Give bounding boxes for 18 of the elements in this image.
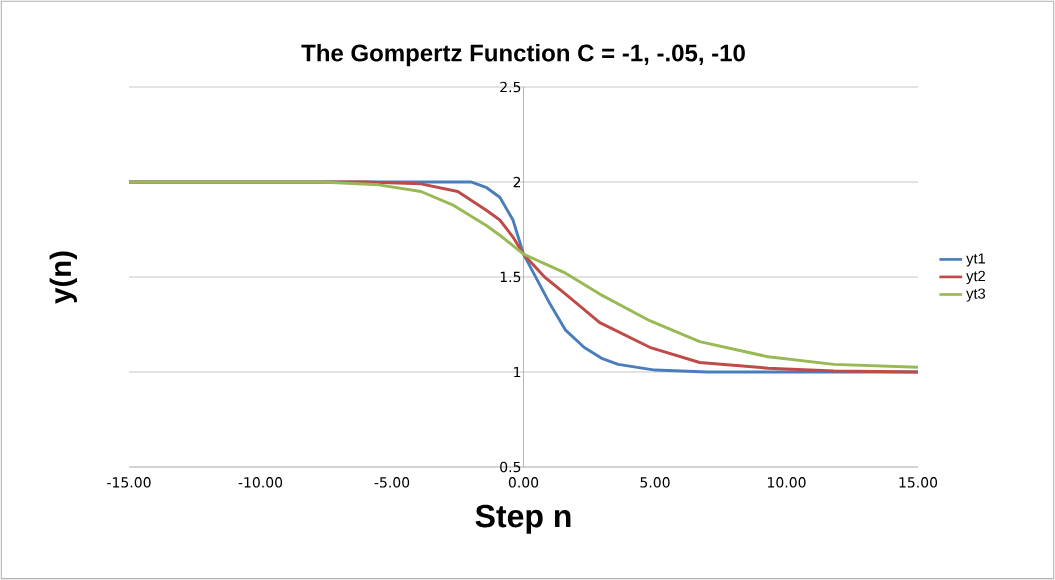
y-tick-label: 1 [514,366,521,378]
y-axis-title: y(n) [49,251,77,304]
x-tick-label: 0.00 [508,477,539,488]
x-tick-label: 15.00 [899,477,938,488]
x-axis-title: Step n [475,504,571,534]
chart-title: The Gompertz Function C = -1, -.05, -10 [301,43,745,67]
y-tick-label: 0.5 [500,461,521,473]
legend-label: yt2 [966,270,985,285]
y-tick-label: 2 [513,176,521,188]
x-tick-label: 5.00 [640,477,670,488]
legend-label: yt3 [966,288,986,302]
legend-label: yt1 [966,253,985,267]
y-tick-label: 1.5 [500,271,521,283]
x-tick-label: -15.00 [107,477,151,488]
x-tick-label: 10.00 [767,477,806,488]
x-tick-label: -5.00 [374,477,410,488]
y-tick-label: 2.5 [500,81,521,93]
x-tick-label: -10.00 [238,477,283,488]
